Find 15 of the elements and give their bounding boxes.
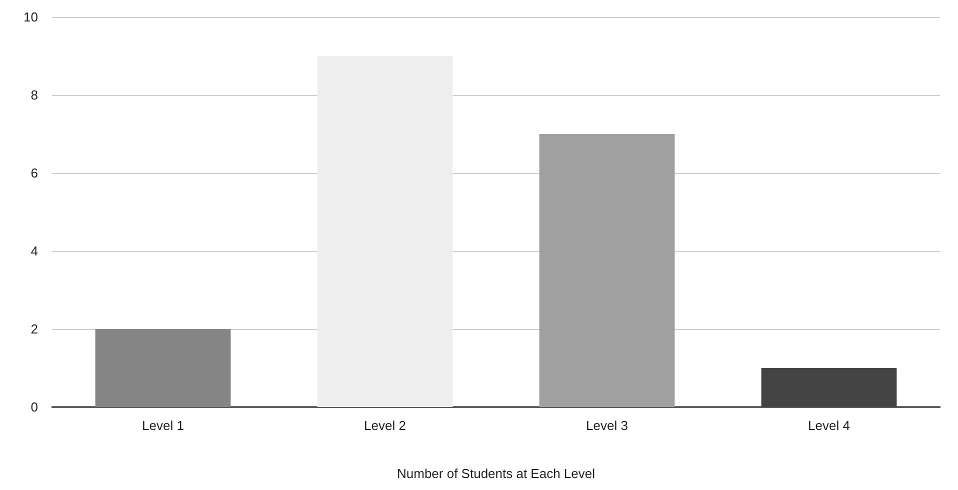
bar [317, 56, 453, 407]
x-tick-label: Level 4 [808, 418, 850, 433]
bar [95, 329, 231, 407]
y-tick-label: 8 [30, 88, 38, 102]
bar [539, 134, 675, 407]
y-tick-label: 4 [30, 244, 38, 258]
x-tick-label: Level 3 [586, 418, 628, 433]
y-tick-label: 0 [30, 400, 38, 414]
x-tick-label: Level 2 [364, 418, 406, 433]
bar [761, 368, 897, 407]
y-tick-label: 2 [30, 322, 38, 336]
y-tick-label: 10 [24, 10, 38, 24]
y-tick-label: 6 [30, 166, 38, 180]
x-tick-label: Level 1 [142, 418, 184, 433]
x-axis-title: Number of Students at Each Level [396, 466, 596, 481]
